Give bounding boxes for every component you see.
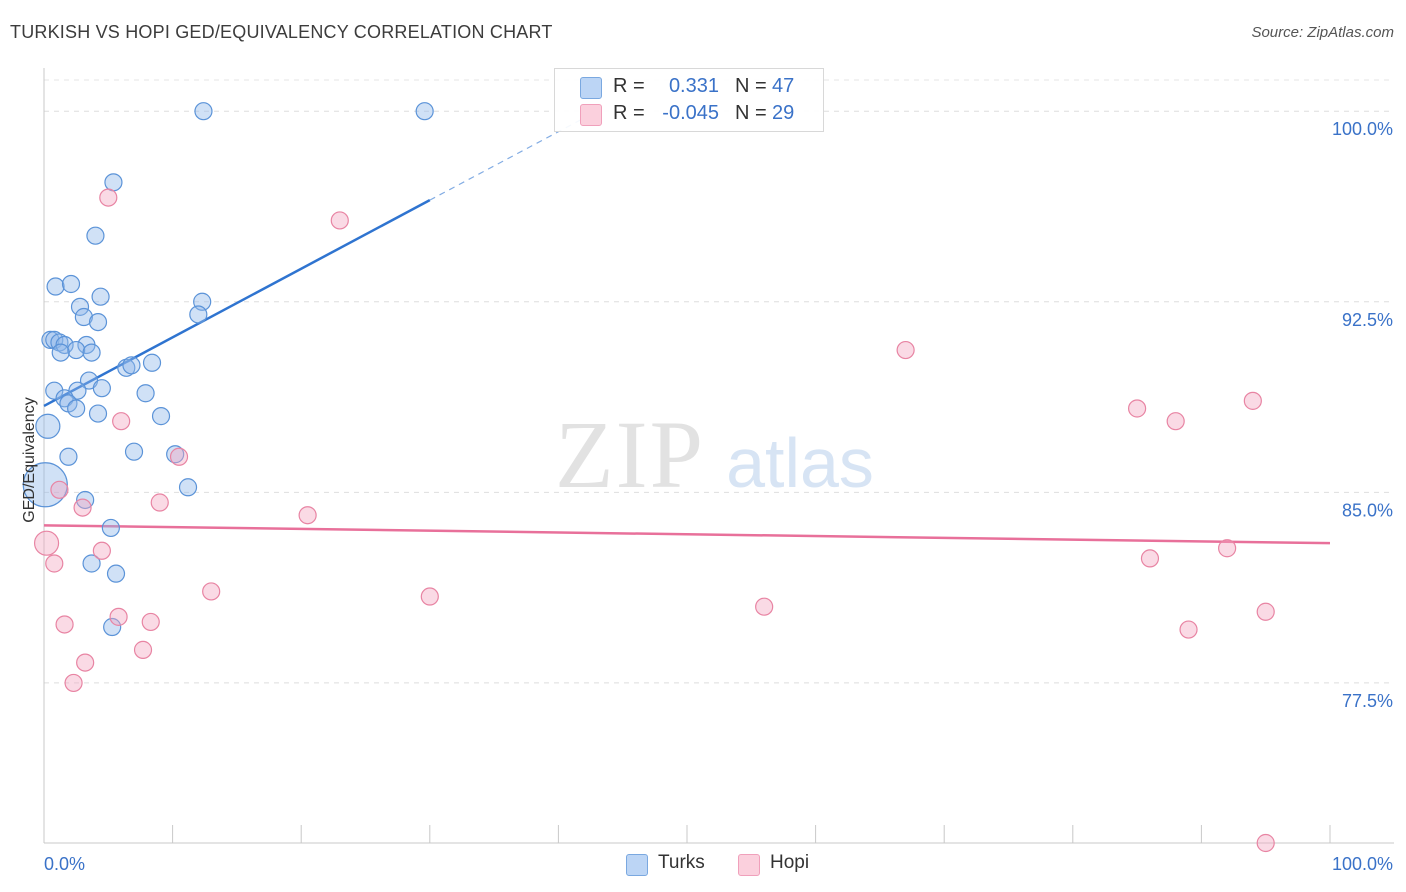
hopi-point [169,447,189,466]
turks-point [82,554,101,573]
hopi-point [420,587,439,606]
legend-n-label: N = [735,102,767,124]
turks-point [61,274,81,294]
turks-point [67,340,86,360]
turks-point [194,102,213,121]
hopi-point [150,493,169,512]
turks-point [82,343,101,362]
hopi-point [1243,391,1262,410]
turks-point [70,297,90,316]
hopi-point [50,480,69,499]
hopi-point [1166,412,1185,431]
hopi-point [73,498,92,517]
legend-r-value: 0.331 [668,75,719,97]
hopi-point [1256,833,1275,853]
hopi-point [1127,399,1147,418]
turks-trend-line [43,199,431,408]
chart-title: TURKISH VS HOPI GED/EQUIVALENCY CORRELAT… [10,22,553,42]
watermark-zip: ZIP [555,401,705,508]
hopi-trend-line [43,524,1331,545]
y-tick-labels: 100.0% 92.5% 85.0% 77.5% [1332,119,1393,711]
hopi-point [112,412,131,431]
turks-point [59,447,78,466]
legend-row-hopi: R = -0.045 N = 29 [555,100,823,128]
hopi-point [64,673,83,693]
legend-n-label: N = [735,75,767,97]
turks-point [178,478,198,497]
source-credit: Source: ZipAtlas.com [1251,24,1394,41]
turks-point [22,462,68,508]
turks-point [189,305,208,324]
hopi-point [92,541,111,560]
y-tick-label-1: 92.5% [1342,310,1393,330]
hopi-point [1218,539,1237,558]
turks-point [415,102,434,121]
bottom-legend-label-hopi: Hopi [770,852,810,873]
legend-r-label: R = [613,102,645,124]
hopi-point [896,340,915,360]
turks-point [35,413,61,439]
turks-point [51,343,70,362]
turks-point [67,399,86,418]
grid-lines [44,79,1390,684]
turks-point [91,287,110,306]
hopi-point [298,506,317,525]
legend-r-value: -0.045 [662,102,719,124]
hopi-point [202,582,221,601]
turks-point [142,353,162,372]
hopi-point [1179,620,1198,639]
turks-point [86,226,105,245]
bottom-legend-swatch-hopi [738,854,760,876]
x-tick-label-start: 0.0% [44,854,85,874]
y-tick-label-2: 85.0% [1342,500,1393,520]
turks-point [101,518,120,538]
hopi-point [1256,602,1275,621]
turks-point [45,381,64,400]
y-tick-label-0: 100.0% [1332,119,1393,139]
hopi-point [76,653,95,672]
turks-point [124,442,144,461]
legend-r-label: R = [613,75,645,97]
x-tick-labels: 0.0% 100.0% [44,854,1393,874]
turks-point [117,358,136,377]
turks-point [103,617,122,637]
turks-point [74,307,93,327]
hopi-point [99,188,118,207]
hopi-point [755,597,774,616]
hopi-point [141,612,160,632]
turks-point [106,564,126,583]
turks-point [92,379,111,398]
x-tick-label-end: 100.0% [1332,854,1393,874]
turks-point [88,404,108,423]
turks-point [104,173,123,192]
turks-point [46,277,65,296]
turks-point [122,356,141,375]
legend-swatch-hopi [580,104,602,126]
hopi-point [133,640,153,659]
turks-point [88,312,108,332]
legend-n-value: 47 [772,75,795,97]
stats-legend: R = 0.331 N = 47 R = -0.045 N = 29 [554,68,824,132]
watermark-atlas: atlas [726,424,874,502]
hopi-point [1140,549,1160,568]
hopi-point [55,615,74,634]
turks-point [151,407,171,426]
y-axis-label: GED/Equivalency [21,397,38,522]
turks-point [136,384,155,403]
legend-swatch-turks [580,77,602,99]
hopi-point [33,530,60,556]
hopi-point [330,211,349,230]
data-points [22,102,1275,853]
bottom-legend-label-turks: Turks [658,852,705,873]
bottom-legend-swatch-turks [626,854,648,876]
hopi-point [109,607,128,626]
hopi-point [45,554,64,573]
legend-n-value: 29 [772,102,795,124]
axes [43,68,1394,844]
y-tick-label-3: 77.5% [1342,691,1393,711]
legend-row-turks: R = 0.331 N = 47 [555,73,823,101]
